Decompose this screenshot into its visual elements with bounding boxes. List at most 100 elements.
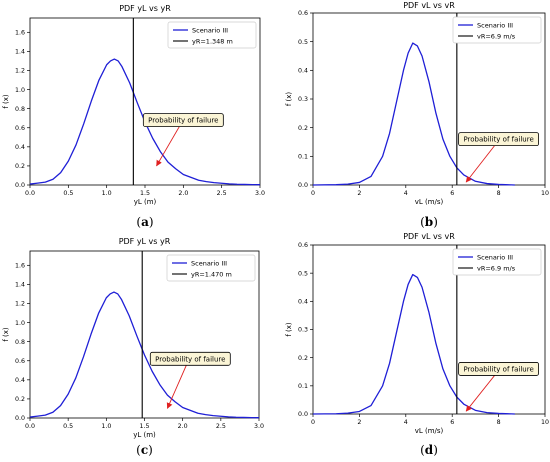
x-tick-label: 0.0: [25, 423, 35, 430]
y-tick-label: 0.0: [298, 182, 308, 189]
annotation-text: Probability of failure: [463, 365, 533, 373]
y-tick-label: 0.6: [15, 358, 25, 365]
panel-label: (b): [420, 215, 438, 229]
y-tick-label: 0.3: [298, 327, 308, 334]
legend-label-scenario: Scenario III: [477, 253, 513, 261]
panel-label: (a): [136, 215, 153, 229]
chart-title: PDF yL vs yR: [119, 4, 171, 13]
x-tick-label: 1.0: [101, 423, 111, 430]
chart-title: PDF vL vs vR: [403, 232, 455, 241]
x-tick-label: 0.0: [25, 190, 35, 197]
legend-label-threshold: yR=1.470 m: [191, 270, 232, 278]
legend-label-scenario: Scenario III: [477, 21, 513, 29]
x-tick-label: 1.5: [140, 190, 150, 197]
x-tick-label: 0: [311, 190, 315, 197]
x-tick-label: 2.0: [178, 190, 188, 197]
x-tick-label: 4: [404, 190, 408, 197]
chart-panel-2: PDF vL vs vR 0 2 4 6 8 10 0.0 0.1 0.2 0.3 0.4 0.5 0.6…: [285, 1, 549, 229]
y-tick-label: 1.0: [15, 320, 25, 327]
annotation-text: Probability of failure: [148, 117, 218, 125]
y-tick-label: 0.2: [298, 125, 308, 132]
legend-label-scenario: Scenario III: [191, 259, 227, 267]
y-axis-label: f (x): [2, 94, 10, 109]
y-tick-label: 0.5: [298, 39, 308, 46]
series-line-scenario-iii: [29, 58, 261, 186]
legend-label-threshold: vR=6.9 m/s: [477, 264, 516, 272]
y-tick-label: 1.2: [15, 301, 25, 308]
chart-panel-3: PDF yL vs yR 0.0 0.5 1.0 1.5 2.0 2.5 3.0 0.0 0.2 0…: [2, 237, 264, 457]
y-tick-label: 0.4: [15, 377, 25, 384]
panel-label: (c): [136, 443, 153, 457]
y-axis-label: f (x): [285, 322, 293, 337]
chart-title: PDF vL vs vR: [403, 1, 455, 10]
annotation-box: [149, 351, 231, 366]
panel-label: (d): [420, 443, 438, 457]
annotation-arrow: [465, 375, 495, 412]
legend-box: [452, 16, 542, 44]
annotation: Probability of failure: [458, 362, 540, 412]
annotation-box: [458, 132, 540, 147]
chart-title: PDF yL vs yR: [119, 237, 171, 246]
annotation: Probability of failure: [458, 132, 540, 183]
x-tick-label: 2.0: [178, 423, 188, 430]
y-tick-label: 1.0: [15, 87, 25, 94]
y-tick-label: 1.2: [15, 68, 25, 75]
y-axis-label: f (x): [285, 92, 293, 107]
x-tick-label: 3.0: [255, 190, 265, 197]
x-axis-label: yL (m): [134, 198, 157, 206]
y-tick-label: 0.1: [298, 154, 308, 161]
annotation-arrow: [156, 126, 180, 167]
annotation-box: [142, 113, 224, 128]
y-tick-label: 0.4: [15, 144, 25, 151]
y-tick-label: 0.5: [298, 270, 308, 277]
x-tick-label: 6: [450, 190, 454, 197]
x-tick-label: 2.5: [217, 190, 227, 197]
x-tick-label: 0: [311, 419, 315, 426]
legend-box: [167, 21, 257, 49]
x-tick-label: 8: [497, 190, 501, 197]
x-tick-label: 0.5: [63, 190, 73, 197]
x-tick-label: 1.0: [102, 190, 112, 197]
annotation-box: [458, 362, 540, 376]
x-axis-label: vL (m/s): [415, 198, 444, 206]
y-tick-label: 0.6: [15, 125, 25, 132]
x-axis-label: yL (m): [133, 431, 156, 439]
annotation-arrow: [166, 365, 187, 409]
y-tick-label: 0.2: [298, 355, 308, 362]
x-tick-label: 2.5: [216, 423, 226, 430]
y-tick-label: 0.6: [298, 10, 308, 17]
x-tick-label: 3.0: [254, 423, 264, 430]
legend-label-scenario: Scenario III: [192, 26, 228, 34]
y-tick-label: 0.2: [15, 163, 25, 170]
legend: Scenario III yR=1.470 m: [166, 254, 256, 282]
series-line-scenario-iii: [312, 273, 515, 415]
y-tick-label: 0.0: [15, 182, 25, 189]
legend: Scenario III vR=6.9 m/s: [452, 16, 542, 44]
legend: Scenario III vR=6.9 m/s: [452, 248, 542, 276]
x-tick-label: 10: [541, 190, 549, 197]
legend-box: [452, 248, 542, 276]
x-tick-label: 2: [357, 419, 361, 426]
x-tick-label: 10: [541, 419, 549, 426]
y-tick-label: 1.6: [15, 30, 25, 37]
y-tick-label: 0.4: [298, 299, 308, 306]
y-tick-label: 0.6: [298, 242, 308, 249]
y-tick-label: 0.4: [298, 68, 308, 75]
y-axis-label: f (x): [2, 327, 10, 342]
chart-panel-4: PDF vL vs vR 0 2 4 6 8 10 0.0 0.1 0.2 0.3 0.4 0.5 0.6…: [285, 232, 549, 457]
y-tick-label: 1.4: [15, 282, 25, 289]
y-tick-label: 0.8: [15, 106, 25, 113]
annotation-text: Probability of failure: [155, 355, 225, 363]
y-tick-label: 1.6: [15, 263, 25, 270]
x-tick-label: 4: [404, 419, 408, 426]
x-axis-label: vL (m/s): [415, 427, 444, 435]
y-tick-label: 0.8: [15, 339, 25, 346]
y-tick-label: 0.1: [298, 383, 308, 390]
series-line-scenario-iii: [312, 42, 515, 186]
legend-label-threshold: vR=6.9 m/s: [477, 32, 516, 40]
legend-label-threshold: yR=1.348 m: [192, 37, 233, 45]
x-tick-label: 0.5: [63, 423, 73, 430]
legend: Scenario III yR=1.348 m: [167, 21, 257, 49]
y-tick-label: 0.2: [15, 396, 25, 403]
